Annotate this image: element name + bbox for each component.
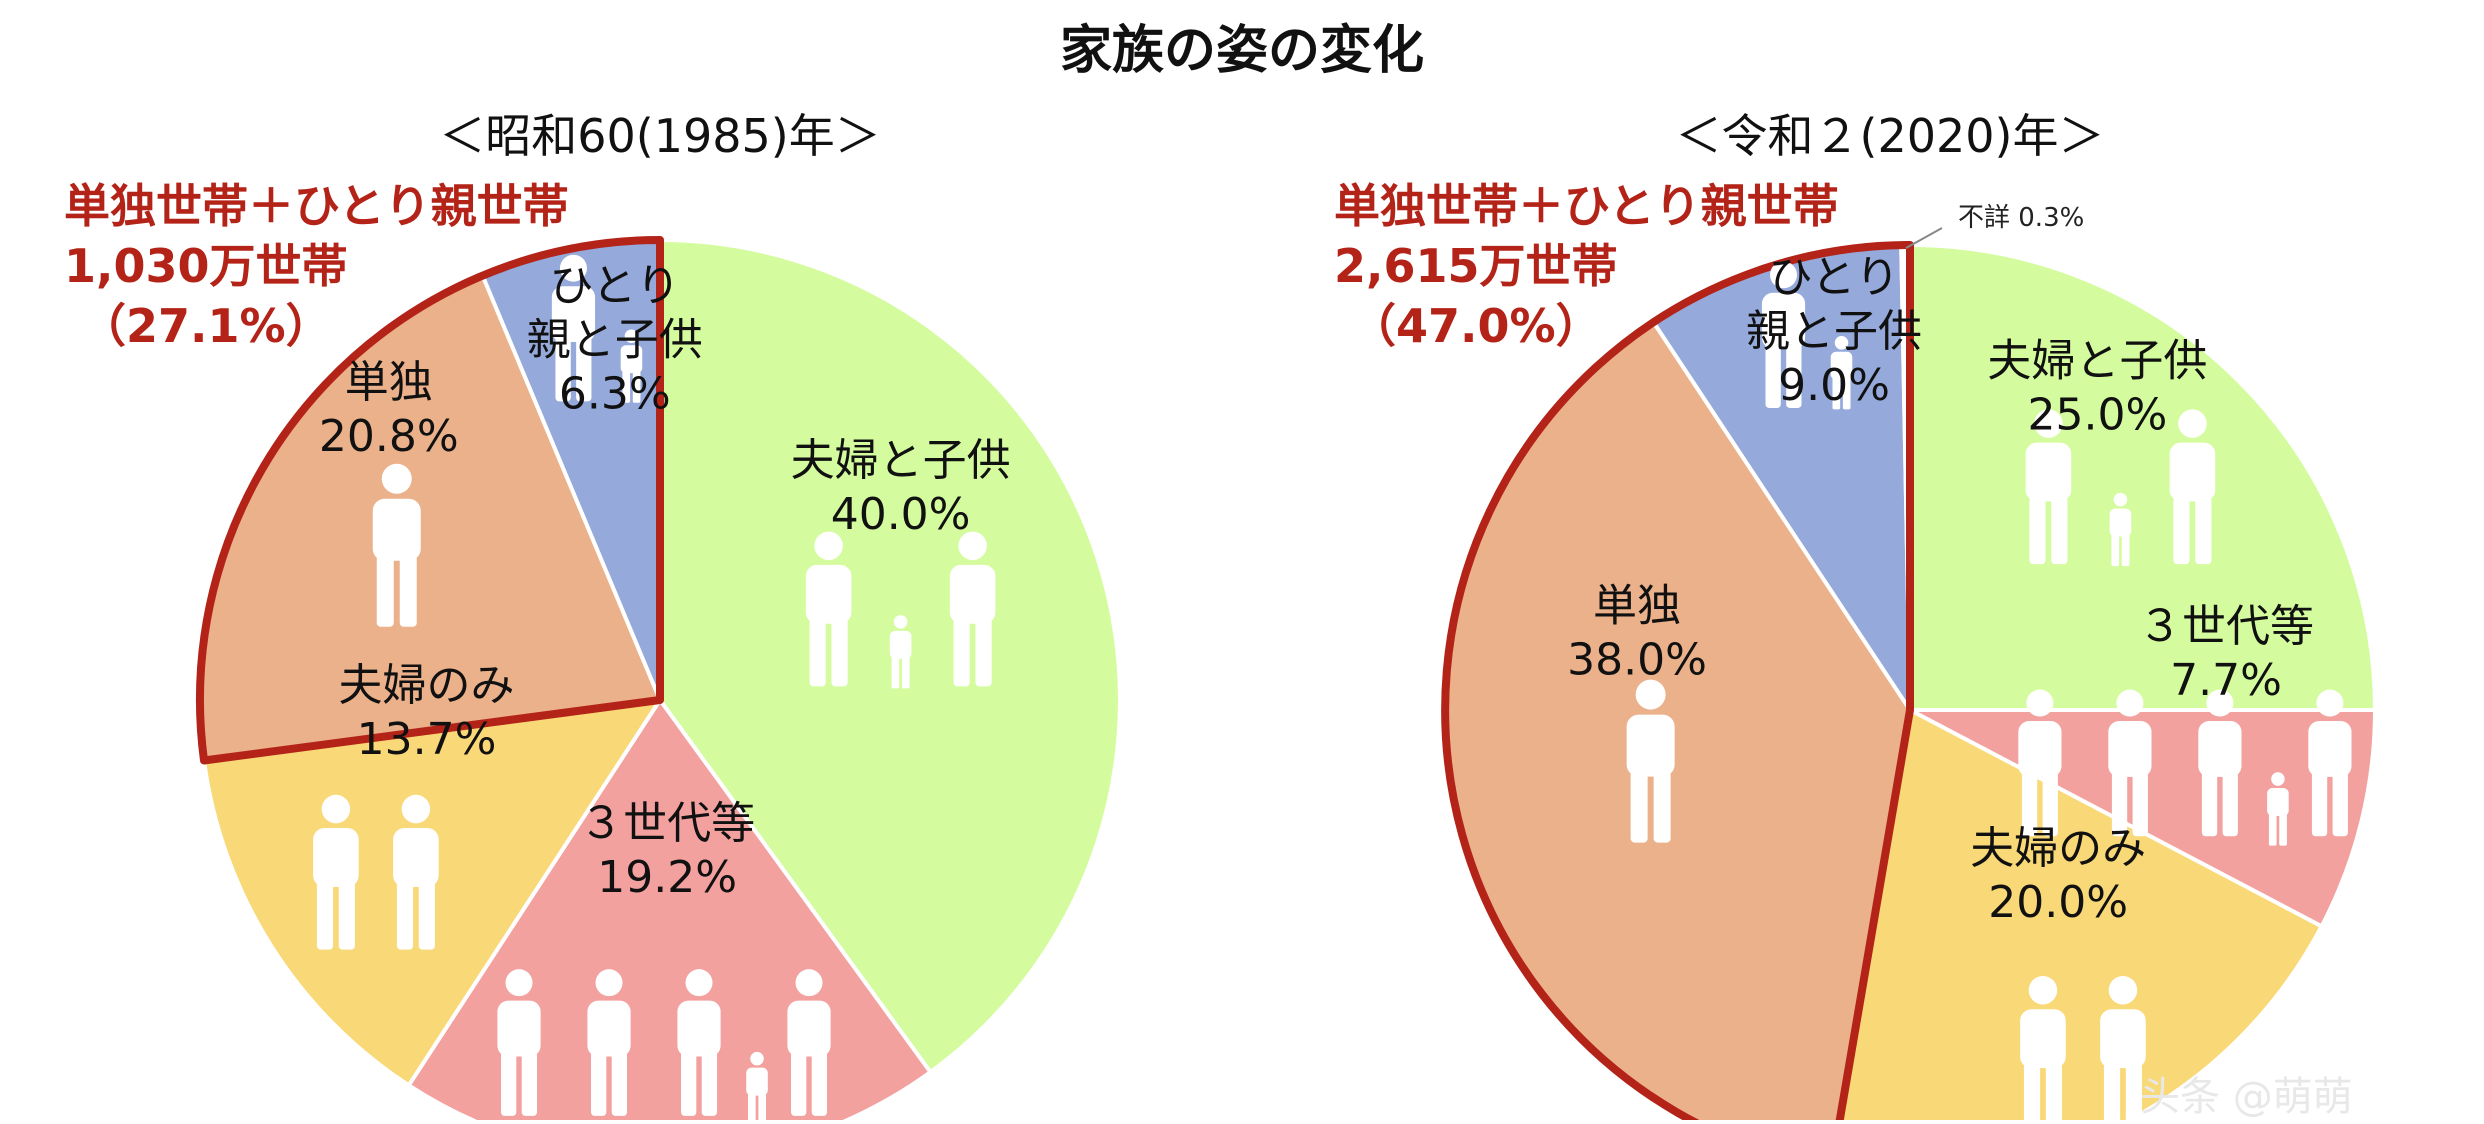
person-icon-0-1-2	[677, 969, 721, 1116]
person-icon-1-4-0	[1761, 261, 1806, 408]
pie-slice-0-0	[658, 237, 1122, 1075]
chart-subtitle-2020: ＜令和２(2020)年＞	[1676, 109, 2105, 163]
slice-label-0-0-0: 夫婦と子供	[791, 435, 1011, 486]
highlight-outline-2020	[1441, 241, 1914, 1124]
person-icon-0-2-0	[313, 794, 359, 950]
highlight-outline-1985	[196, 236, 664, 765]
person-icon-1-4-1	[1830, 336, 1853, 410]
person-icon-1-1-3	[2308, 689, 2352, 837]
person-icon-0-1-1	[587, 969, 631, 1116]
slice-value-0-2: 13.7%	[357, 714, 497, 765]
person-icon-0-4-1	[620, 329, 643, 403]
highlight-title-1985: 単独世帯＋ひとり親世帯	[64, 179, 569, 233]
person-icon-1-1-0	[2018, 689, 2062, 837]
person-icon-0-1-0	[497, 969, 541, 1116]
slice-label-1-1-0: ３世代等	[2138, 601, 2314, 652]
slice-value-1-3: 38.0%	[1567, 634, 1707, 685]
pie-slice-1-2	[1837, 706, 2325, 1124]
person-icon-0-1-4	[746, 1051, 768, 1124]
people-figures-1985	[313, 254, 996, 1124]
slice-label-0-3-0: 単独	[345, 357, 433, 408]
slice-value-0-1: 19.2%	[597, 852, 737, 903]
people-figures-2020	[1626, 261, 2352, 1124]
highlight-outline-path-0	[196, 236, 664, 765]
person-icon-1-3-0	[1626, 679, 1675, 843]
person-icon-0-4-0	[551, 254, 596, 402]
figure-title: 家族の姿の変化	[1060, 21, 1424, 81]
slice-label-1-4-0: ひとり	[1769, 252, 1900, 303]
slice-label-0-2-0: 夫婦のみ	[339, 660, 515, 711]
person-icon-0-0-1	[949, 531, 996, 687]
person-icon-1-0-0	[2025, 409, 2072, 565]
slice-value-0-3: 20.8%	[319, 411, 459, 462]
slice-label-0-4-0: ひとり	[549, 261, 680, 312]
slice-value-1-4: 9.0%	[1778, 360, 1890, 411]
slice-label-1-3-0: 単独	[1593, 580, 1681, 631]
slice-label-1-2-0: 夫婦のみ	[1970, 823, 2146, 874]
slice-label-0-4-1: 親と子供	[527, 315, 703, 366]
person-icon-0-0-0	[805, 531, 852, 687]
highlight-share-1985: （27.1%）	[80, 299, 332, 353]
slice-value-1-0: 25.0%	[2028, 390, 2168, 441]
slice-label-1-0-0: 夫婦と子供	[1987, 336, 2207, 387]
chart-subtitle-1985: ＜昭和60(1985)年＞	[439, 109, 881, 163]
pie-slices-2020	[1443, 242, 2378, 1124]
person-icon-1-0-2	[2109, 492, 2132, 567]
person-icon-1-0-1	[2169, 409, 2216, 565]
person-icon-0-0-2	[889, 615, 912, 689]
person-icon-1-1-1	[2108, 689, 2152, 837]
highlight-share-2020: （47.0%）	[1350, 299, 1602, 353]
highlight-count-1985: 1,030万世帯	[64, 239, 348, 293]
person-icon-0-2-1	[393, 794, 439, 950]
person-icon-1-1-2	[2198, 689, 2242, 837]
person-icon-1-2-1	[2100, 975, 2146, 1124]
slice-value-1-1: 7.7%	[2170, 655, 2282, 706]
note-unknown-share: 不詳 0.3%	[1958, 203, 2084, 233]
slice-label-0-1-0: ３世代等	[579, 798, 755, 849]
slice-value-0-0: 40.0%	[831, 489, 971, 540]
pie-slice-1-0	[1908, 242, 2378, 712]
note-leader-line	[1905, 227, 1943, 249]
slice-value-1-2: 20.0%	[1988, 877, 2128, 928]
person-icon-0-3-0	[372, 463, 421, 627]
person-icon-1-1-4	[2267, 772, 2289, 846]
highlight-title-2020: 単独世帯＋ひとり親世帯	[1334, 179, 1839, 233]
slice-label-1-4-1: 親と子供	[1746, 306, 1922, 357]
person-icon-1-2-0	[2020, 975, 2066, 1124]
watermark: 头条 @萌萌	[2140, 1074, 2353, 1120]
highlight-count-2020: 2,615万世帯	[1334, 239, 1618, 293]
highlight-outline-path-1	[1441, 241, 1914, 1124]
slice-value-0-4: 6.3%	[559, 369, 671, 420]
person-icon-0-1-3	[787, 969, 831, 1116]
